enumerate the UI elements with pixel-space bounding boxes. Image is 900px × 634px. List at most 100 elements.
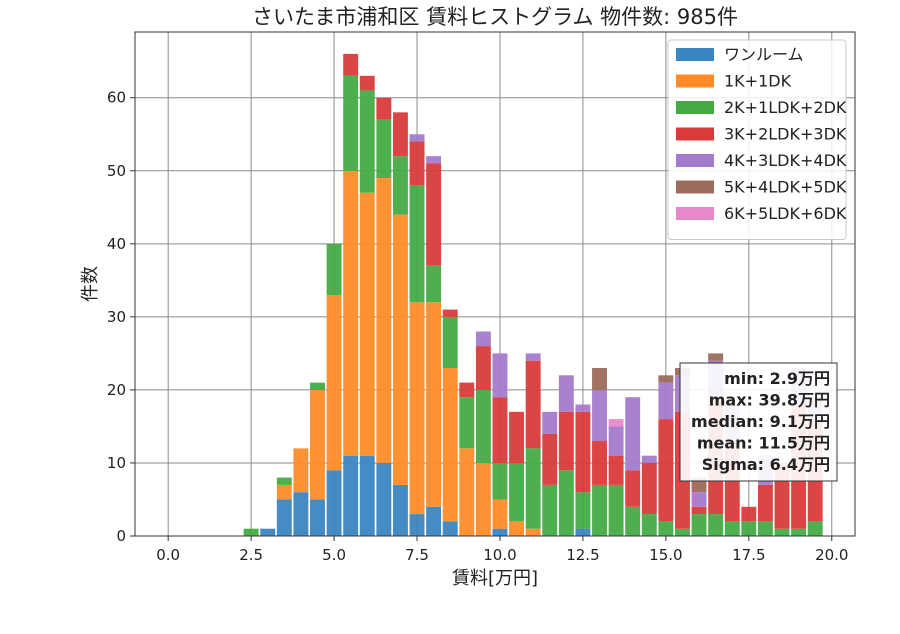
bar-segment <box>525 448 541 529</box>
bar-segment <box>376 178 392 463</box>
bar-segment <box>459 397 475 449</box>
x-tick-label: 5.0 <box>322 546 346 564</box>
y-tick-label: 30 <box>107 308 126 326</box>
bar-segment <box>343 455 359 536</box>
bar-segment <box>326 470 342 536</box>
bar-segment <box>359 455 375 536</box>
legend-swatch <box>676 180 714 194</box>
y-tick-label: 20 <box>107 381 126 399</box>
bar-segment <box>509 521 525 536</box>
bar-segment <box>608 455 624 485</box>
x-tick-label: 0.0 <box>156 546 180 564</box>
bar-segment <box>293 448 309 493</box>
bar-segment <box>525 353 541 361</box>
stats-line: Sigma: 6.4万円 <box>702 455 830 474</box>
legend: ワンルーム 1K+1DK 2K+1LDK+2DK 3K+2LDK+3DK 4K+3LDK… <box>667 39 847 240</box>
y-axis-ticks: 0 10 20 30 40 50 60 <box>107 89 135 545</box>
x-tick-label: 2.5 <box>239 546 263 564</box>
chart-title: さいたま市浦和区 賃料ヒストグラム 物件数: 985件 <box>252 5 738 29</box>
x-tick-label: 15.0 <box>649 546 682 564</box>
bar-segment <box>592 484 607 536</box>
bar-segment <box>442 521 458 536</box>
bar-segment <box>575 492 591 529</box>
stats-line: median: 9.1万円 <box>691 412 830 431</box>
bar-segment <box>608 419 624 427</box>
bar-segment <box>310 389 325 500</box>
bar-segment <box>525 528 541 536</box>
bar-segment <box>691 514 707 536</box>
legend-label: 3K+2LDK+3DK <box>724 125 847 144</box>
bar-segment <box>492 462 508 500</box>
bar-segment <box>376 462 392 536</box>
bar-segment <box>592 441 607 485</box>
bar-segment <box>475 331 491 347</box>
bar-segment <box>392 214 408 485</box>
bar-segment <box>260 528 276 536</box>
bar-segment <box>459 382 475 398</box>
bar-segment <box>774 528 790 536</box>
bar-segment <box>691 492 707 507</box>
bar-segment <box>426 163 442 266</box>
legend-label: ワンルーム <box>724 45 804 64</box>
bar-segment <box>625 397 641 471</box>
bar-segment <box>492 397 508 463</box>
bar-segment <box>708 353 724 361</box>
bar-segment <box>475 389 491 463</box>
y-axis-label: 件数 <box>80 266 101 302</box>
bar-segment <box>276 499 292 536</box>
legend-swatch <box>676 101 714 114</box>
bar-segment <box>575 411 591 493</box>
x-tick-label: 20.0 <box>815 546 848 564</box>
stats-line: max: 39.8万円 <box>709 391 830 410</box>
bar-segment <box>724 521 740 536</box>
bar-segment <box>641 462 657 515</box>
bar-segment <box>326 294 342 471</box>
bar-segment <box>575 404 591 412</box>
bar-segment <box>426 506 442 536</box>
bar-segment <box>675 528 690 536</box>
bar-segment <box>575 528 591 536</box>
bar-segment <box>492 499 508 529</box>
bar-segment <box>757 484 773 522</box>
bar-segment <box>310 382 325 390</box>
bar-segment <box>426 265 442 303</box>
x-tick-label: 17.5 <box>732 546 765 564</box>
bar-segment <box>658 382 674 420</box>
bar-segment <box>409 141 425 186</box>
y-tick-label: 50 <box>107 162 126 180</box>
bar-segment <box>741 506 757 522</box>
bar-segment <box>343 75 359 171</box>
legend-label: 5K+4LDK+5DK <box>724 178 847 197</box>
bar-segment <box>625 506 641 536</box>
bar-segment <box>641 514 657 536</box>
bar-segment <box>658 521 674 536</box>
bar-segment <box>392 156 408 215</box>
bar-segment <box>426 156 442 164</box>
bar-segment <box>608 484 624 536</box>
bar-segment <box>492 353 508 398</box>
stats-box-frame <box>679 362 838 482</box>
stats-box: min: 2.9万円 max: 39.8万円 median: 9.1万円 mean: … <box>679 362 838 482</box>
legend-swatch <box>676 127 714 141</box>
bar-segment <box>243 528 259 536</box>
plot-frame <box>134 31 856 537</box>
legend-swatch <box>676 74 714 88</box>
y-tick-label: 0 <box>116 527 126 545</box>
bar-segment <box>492 528 508 536</box>
y-tick-label: 10 <box>107 454 126 472</box>
bar-segment <box>708 514 724 536</box>
legend-label: 6K+5LDK+6DK <box>724 204 847 223</box>
stats-line: mean: 11.5万円 <box>697 434 830 453</box>
bar-segment <box>359 90 375 193</box>
y-tick-label: 40 <box>107 235 126 253</box>
bar-segment <box>791 528 807 536</box>
bar-segment <box>475 346 491 390</box>
bar-segment <box>426 302 442 507</box>
x-axis-ticks: 0.0 2.5 5.0 7.5 10.0 12.5 15.0 17.5 20.0 <box>156 536 848 564</box>
bar-segment <box>459 448 475 536</box>
legend-swatch <box>676 154 714 167</box>
bar-segment <box>592 368 607 390</box>
bar-segment <box>757 521 773 536</box>
